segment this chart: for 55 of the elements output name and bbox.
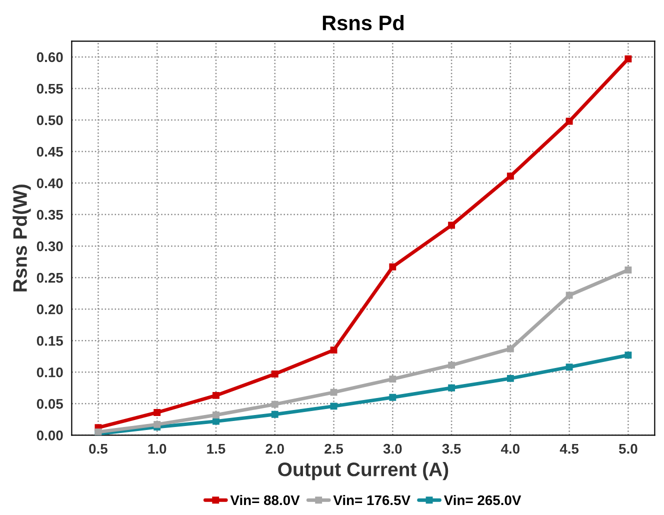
chart-title: Rsns Pd — [322, 14, 404, 30]
point — [506, 172, 514, 180]
x-tick-label: 4.5 — [560, 444, 579, 454]
x-tick-label: 3.0 — [383, 444, 402, 454]
point — [389, 376, 396, 383]
point — [271, 370, 278, 378]
point — [566, 364, 573, 371]
legend-label: Vin= 176.5V — [333, 494, 410, 506]
y-tick-label: 0.35 — [36, 210, 63, 220]
x-tick-label: 2.5 — [324, 444, 344, 454]
y-tick-label: 0.15 — [36, 336, 63, 346]
y-tick-label: 0.55 — [36, 84, 63, 94]
legend-label: Vin= 265.0V — [444, 494, 522, 506]
y-tick-label: 0.45 — [36, 146, 63, 157]
x-tick-label: 2.0 — [266, 444, 284, 454]
x-tick-label: 3.5 — [442, 444, 461, 454]
point — [271, 400, 278, 408]
point — [506, 345, 514, 352]
point — [624, 55, 632, 62]
point — [566, 292, 573, 299]
point — [624, 352, 632, 359]
x-tick-label: 1.5 — [207, 444, 226, 454]
point — [330, 346, 338, 354]
point — [624, 266, 632, 274]
point — [506, 374, 514, 382]
y-axis-title: Rsns Pd(W) — [12, 184, 31, 292]
point — [154, 420, 161, 428]
point — [271, 410, 278, 418]
x-tick-label: 1.0 — [148, 444, 166, 454]
x-axis-title: Output Current (A) — [278, 462, 448, 480]
point — [389, 394, 396, 401]
y-tick-label: 0.25 — [36, 272, 63, 283]
point — [448, 362, 456, 369]
y-tick-label: 0.10 — [36, 367, 63, 378]
point — [154, 409, 161, 416]
point — [330, 388, 338, 396]
x-tick-label: 4.0 — [500, 444, 520, 454]
point — [212, 418, 220, 425]
point — [448, 222, 456, 229]
point — [212, 412, 220, 418]
point — [212, 392, 220, 399]
point — [448, 384, 456, 392]
point — [566, 118, 573, 125]
y-tick-label: 0.20 — [36, 304, 63, 314]
x-tick-label: 5.0 — [618, 444, 638, 454]
y-tick-label: 0.05 — [36, 398, 63, 409]
y-tick-label: 0.50 — [36, 115, 63, 126]
y-tick-label: 0.40 — [36, 178, 63, 188]
x-tick-label: 0.5 — [89, 444, 108, 454]
legend-label: Vin= 88.0V — [230, 494, 300, 506]
point — [389, 263, 396, 270]
y-tick-label: 0.30 — [36, 241, 63, 252]
y-tick-label: 0.60 — [36, 52, 63, 62]
y-tick-label: 0.00 — [36, 430, 63, 440]
point — [330, 402, 338, 410]
